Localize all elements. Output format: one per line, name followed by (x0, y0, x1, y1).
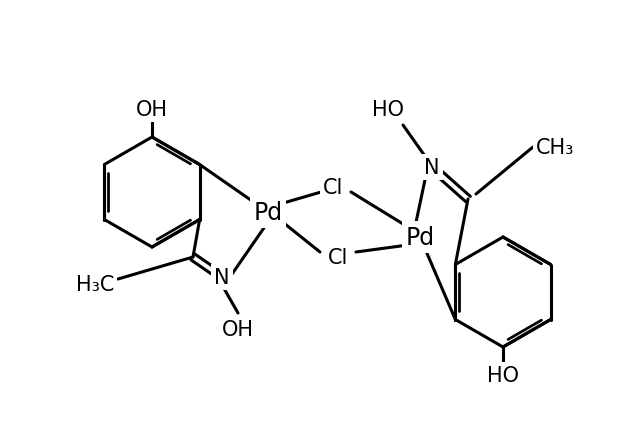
Text: N: N (424, 158, 440, 178)
Text: CH₃: CH₃ (536, 138, 574, 158)
Text: N: N (214, 267, 230, 287)
Text: Cl: Cl (328, 247, 348, 267)
Text: HO: HO (487, 365, 519, 385)
Text: Pd: Pd (405, 225, 435, 249)
Text: HO: HO (372, 100, 404, 120)
Text: Cl: Cl (323, 178, 343, 197)
Text: H₃C: H₃C (76, 274, 114, 294)
Text: OH: OH (222, 319, 254, 339)
Text: Pd: Pd (253, 200, 283, 224)
Text: OH: OH (136, 100, 168, 120)
